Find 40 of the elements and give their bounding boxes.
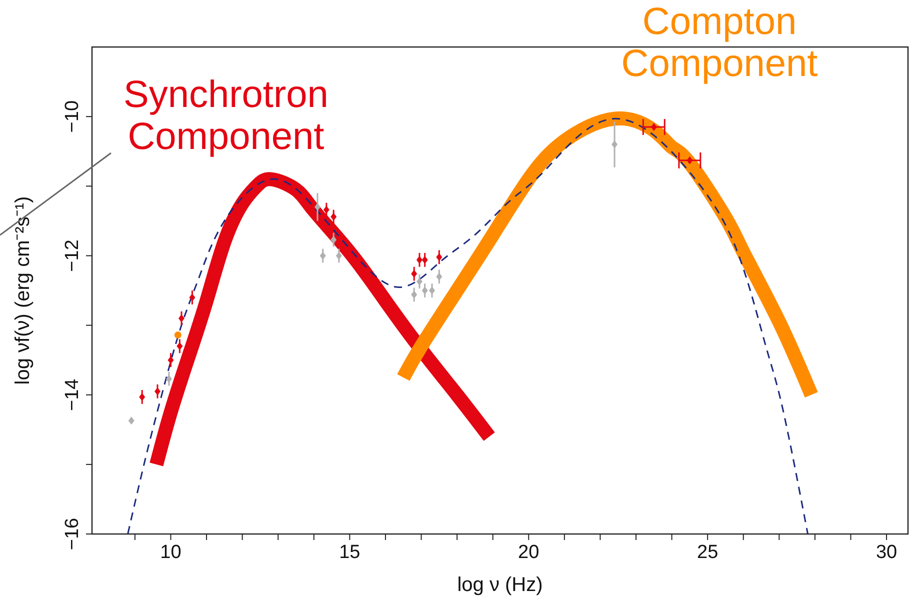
point <box>429 286 435 294</box>
y-tick-label: −16 <box>62 518 83 550</box>
point <box>411 290 418 299</box>
point <box>330 236 337 244</box>
point <box>422 256 428 264</box>
point <box>416 256 422 264</box>
x-tick-label: 20 <box>518 542 540 563</box>
point <box>686 156 693 164</box>
y-tick-label: −14 <box>62 378 83 411</box>
point <box>166 374 172 383</box>
point <box>436 253 442 262</box>
point <box>176 342 183 350</box>
point <box>612 140 618 148</box>
point <box>320 252 326 260</box>
x-tick-label: 30 <box>876 542 898 563</box>
point <box>416 277 422 286</box>
point <box>411 270 418 278</box>
point <box>154 387 160 396</box>
point <box>314 203 320 212</box>
point <box>436 272 442 281</box>
x-tick-label: 15 <box>339 542 360 563</box>
point <box>189 293 196 302</box>
point <box>650 123 657 132</box>
x-tick-label: 25 <box>697 542 718 563</box>
point <box>128 416 134 425</box>
point <box>336 252 342 260</box>
point <box>422 286 428 294</box>
y-axis-title: log νf(ν) (erg cm⁻²s⁻¹) <box>12 196 34 385</box>
point <box>323 206 330 214</box>
point <box>139 392 146 401</box>
x-tick-label: 10 <box>160 542 182 563</box>
point <box>174 332 182 339</box>
x-axis-title: log ν (Hz) <box>457 574 543 596</box>
point <box>178 314 184 322</box>
y-tick-label: −12 <box>62 240 83 272</box>
point <box>330 212 337 221</box>
y-tick-label: −10 <box>62 100 83 133</box>
series-label: Synchrotron Component <box>122 74 330 158</box>
line-series <box>127 118 809 534</box>
series-label: Compton Component <box>620 0 819 85</box>
